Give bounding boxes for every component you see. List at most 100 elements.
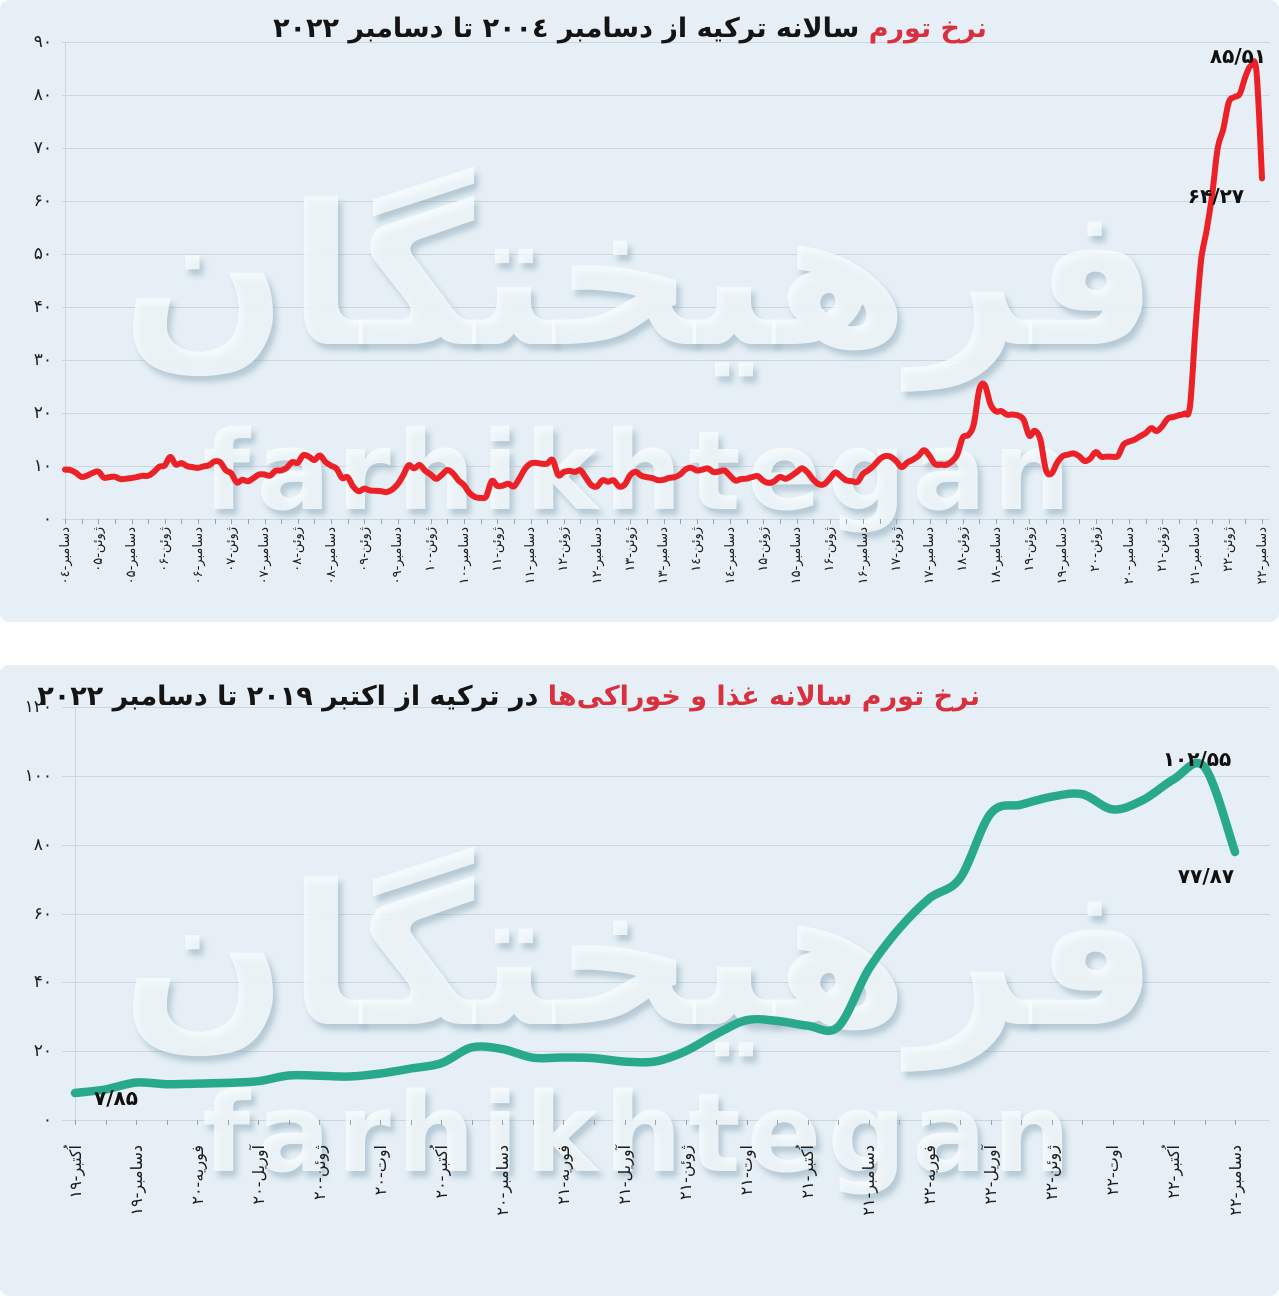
x-axis-tick [105, 1120, 107, 1125]
y-axis-tick-label: ۴۰ [33, 972, 52, 993]
x-axis-tick [547, 519, 549, 524]
x-axis-tick-label: دسامبر-۲۱ [859, 1145, 879, 1216]
x-axis-tick [214, 519, 216, 524]
x-axis-tick [131, 519, 133, 524]
x-axis-tick [597, 519, 598, 524]
x-axis-tick [1245, 519, 1247, 524]
x-axis-tick [410, 1120, 412, 1125]
x-axis-tick-label: ژوئن-۱۰ [423, 527, 439, 572]
x-axis-tick [1045, 519, 1047, 524]
x-axis-tick [164, 519, 166, 524]
x-axis-tick [696, 519, 698, 524]
gridline [62, 519, 1270, 520]
x-axis-tick [1051, 1120, 1053, 1125]
y-axis-line [75, 707, 76, 1125]
x-axis-tick [502, 1120, 504, 1125]
x-axis-tick [1079, 519, 1081, 524]
gridline [62, 1051, 1270, 1053]
x-axis-tick [593, 1120, 595, 1125]
x-axis-tick [879, 519, 881, 524]
x-axis-tick-label: ژوئن-۲۲ [1042, 1145, 1062, 1201]
x-axis-tick-label: ژوئن-۲۲ [1221, 527, 1237, 572]
last-value-label: ۷۷/۸۷ [1177, 864, 1235, 888]
x-axis-tick [990, 1120, 992, 1125]
x-axis-tick-label: دسامبر-۲۰ [492, 1145, 512, 1216]
chart-title-rest: سالانه ترکیه از دسامبر ۲۰۰٤ تا دسامبر ۲۰… [273, 13, 860, 44]
x-axis-tick-label: ژوئن-۰۸ [290, 527, 306, 572]
x-axis-tick-label: دسامبر-۱۳ [656, 527, 671, 585]
x-axis-tick-label: فوریه-۲۲ [920, 1145, 940, 1205]
x-axis-tick [1162, 519, 1164, 524]
x-axis-tick [231, 519, 233, 524]
x-axis-tick [414, 519, 416, 524]
x-axis-tick [198, 519, 199, 524]
x-axis-tick [829, 519, 831, 524]
x-axis-tick [258, 1120, 260, 1125]
x-axis-tick-label: آوریل-۲۰ [248, 1145, 268, 1205]
x-axis-tick-label: ژوئن-۱۷ [888, 527, 904, 572]
x-axis-tick [746, 519, 748, 524]
gridline [62, 982, 1270, 984]
x-axis-tick-label: دسامبر-۲۱ [1188, 527, 1203, 585]
x-axis-tick [960, 1120, 962, 1125]
x-axis-tick [197, 1120, 199, 1125]
x-axis-tick-label: اوت-۲۰ [370, 1145, 390, 1196]
x-axis-tick [912, 519, 914, 524]
x-axis-tick [1062, 519, 1064, 524]
x-axis-tick-label: دسامبر-۰٤ [57, 527, 73, 585]
x-axis-tick [1235, 1120, 1236, 1125]
x-axis-tick-label: ژوئن-۱۶ [822, 527, 838, 572]
gridline [62, 413, 1270, 414]
x-axis-tick [1228, 519, 1230, 524]
x-axis-tick-label: ژوئن-۱٤ [689, 527, 705, 572]
x-axis-tick-label: دسامبر-۱۹ [126, 1145, 146, 1216]
x-axis-tick [1178, 519, 1180, 524]
x-axis-tick-label: دسامبر-۱۸ [988, 527, 1004, 585]
x-axis-tick [1262, 519, 1263, 524]
y-axis-tick-label: ۵۰ [33, 244, 52, 264]
grid-layer: ۹۰ ۸۰ ۷۰ ۶۰ ۵۰ ۴۰ ۳۰ ۲۰ ۱۰ ۰ [0, 0, 1279, 622]
x-axis-tick [166, 1120, 168, 1125]
chart-title-rest: در ترکیه از اکتبر ۲۰۱۹ تا دسامبر ۲۰۲۲ [37, 681, 539, 712]
x-axis-tick-label: ژوئن-۱۳ [622, 527, 638, 572]
x-axis-tick [763, 519, 765, 524]
y-axis-tick-label: ۶۰ [33, 903, 52, 924]
annual-food-inflation-line [70, 758, 1240, 1098]
x-axis-tick [796, 519, 798, 524]
gridline [62, 466, 1270, 467]
x-axis-tick [281, 519, 283, 524]
x-axis-tick-label: دسامبر-۰۶ [190, 527, 206, 585]
x-axis-tick-label: ژوئن-۱۹ [1021, 527, 1037, 572]
x-axis-tick [655, 1120, 656, 1125]
chart-title-highlight: نرخ تورم سالانه غذا و خوراکی‌ها [547, 681, 980, 712]
x-axis-tick-label: ژوئن-۲۰ [309, 1145, 329, 1201]
x-axis-tick-label: ژوئن-۱۸ [955, 527, 971, 572]
x-axis-tick [929, 519, 931, 524]
x-axis-tick [868, 1120, 870, 1125]
x-axis-tick-label: فوریه-۲۱ [553, 1145, 573, 1205]
x-axis-tick-label: ژوئن-۱۵ [755, 527, 771, 572]
x-axis-tick [380, 519, 382, 524]
y-axis-tick-label: ۸۰ [33, 834, 52, 855]
x-axis-tick [148, 519, 150, 524]
y-axis-tick-label: ۰ [42, 509, 52, 529]
x-axis-tick [979, 519, 981, 524]
annual-inflation-chart-panel: ۹۰ ۸۰ ۷۰ ۶۰ ۵۰ ۴۰ ۳۰ ۲۰ ۱۰ ۰ فرهیختگان farhikhteg… [0, 0, 1279, 622]
x-axis-tick [81, 519, 83, 524]
y-axis-tick-label: ۱۲۰ [24, 697, 52, 717]
x-axis-tick [75, 1120, 76, 1125]
x-axis-tick-label: ژوئن-۰۶ [157, 527, 173, 572]
x-axis-tick [630, 519, 632, 524]
gridline [62, 148, 1270, 149]
x-axis-tick [464, 519, 465, 524]
x-axis-tick [730, 519, 731, 524]
gridline [62, 95, 1270, 96]
x-axis-tick-label: ژوئن-۲۱ [1154, 527, 1170, 572]
chart-title: نرخ تورم سالانه غذا و خوراکی‌ها در ترکیه… [37, 679, 980, 715]
x-axis-tick [1082, 1120, 1084, 1125]
x-axis-tick [563, 1120, 565, 1125]
food-inflation-line-plot [70, 758, 1240, 1098]
x-axis-tick [364, 519, 366, 524]
x-axis-tick-label: دسامبر-۰۵ [124, 527, 139, 585]
y-axis-tick-label: ۷۰ [33, 138, 52, 158]
